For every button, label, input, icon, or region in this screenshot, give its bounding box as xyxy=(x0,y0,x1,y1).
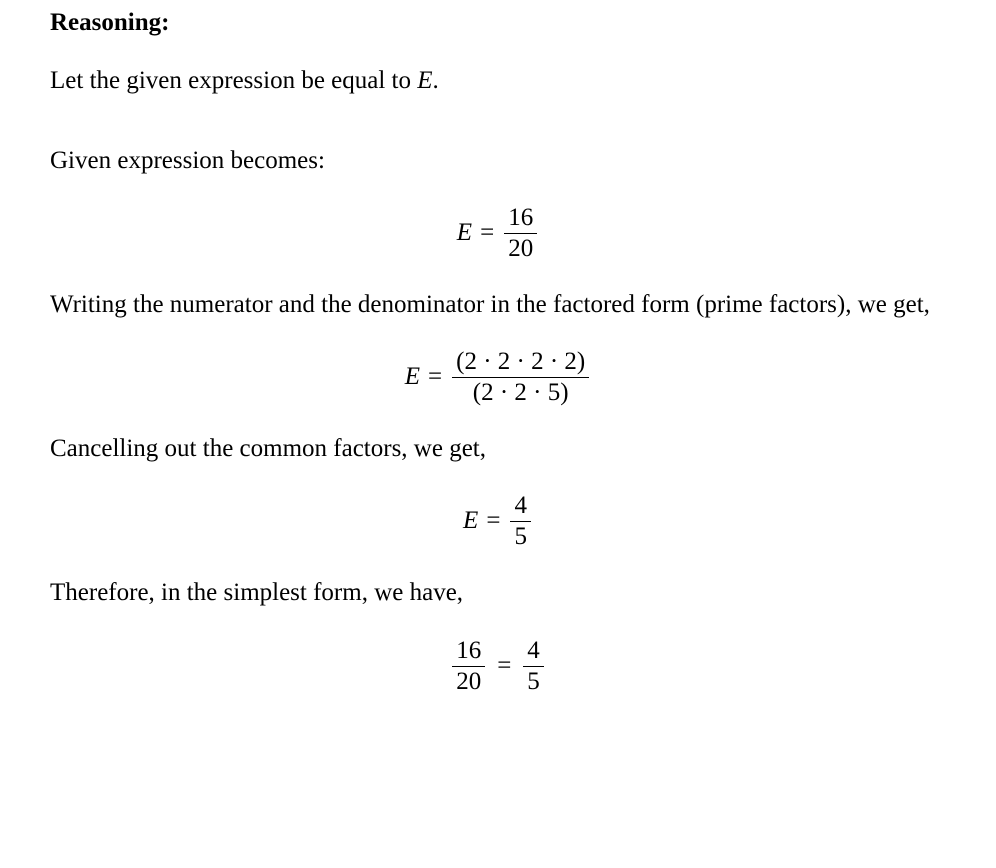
equation-1: E = 16 20 xyxy=(50,204,946,262)
eq1-equals: = xyxy=(476,218,498,248)
section-heading: Reasoning: xyxy=(50,8,946,38)
p1-variable: E xyxy=(417,67,432,94)
paragraph-4: Cancelling out the common factors, we ge… xyxy=(50,434,946,464)
paragraph-1: Let the given expression be equal to E. xyxy=(50,66,946,96)
eq3-denominator: 5 xyxy=(510,522,531,551)
eq2-lhs: E xyxy=(405,362,420,392)
equation-4: 16 20 = 4 5 xyxy=(50,636,946,695)
eq4-left-numerator: 16 xyxy=(452,637,485,667)
eq4-equals: = xyxy=(491,651,517,681)
eq1-denominator: 20 xyxy=(504,234,537,263)
equation-3: E = 4 5 xyxy=(50,492,946,550)
eq2-equals: = xyxy=(424,362,446,392)
eq4-right-denominator: 5 xyxy=(523,667,544,696)
p1-text-2: . xyxy=(433,67,439,94)
eq1-lhs: E xyxy=(457,218,472,248)
eq4-left-denominator: 20 xyxy=(452,667,485,696)
eq3-lhs: E xyxy=(463,506,478,536)
paragraph-5: Therefore, in the simplest form, we have… xyxy=(50,578,946,608)
eq2-numerator: (2 · 2 · 2 · 2) xyxy=(452,348,589,378)
eq3-equals: = xyxy=(482,506,504,536)
paragraph-2: Given expression becomes: xyxy=(50,146,946,176)
eq2-denominator: (2 · 2 · 5) xyxy=(452,378,589,407)
eq3-fraction: 4 5 xyxy=(510,492,531,550)
eq1-fraction: 16 20 xyxy=(504,204,537,262)
eq4-right-numerator: 4 xyxy=(523,637,544,667)
paragraph-3: Writing the numerator and the denominato… xyxy=(50,290,946,320)
equation-2: E = (2 · 2 · 2 · 2) (2 · 2 · 5) xyxy=(50,348,946,406)
eq2-fraction: (2 · 2 · 2 · 2) (2 · 2 · 5) xyxy=(452,348,589,406)
eq1-numerator: 16 xyxy=(504,204,537,234)
p1-text-1: Let the given expression be equal to xyxy=(50,67,417,94)
eq3-numerator: 4 xyxy=(510,492,531,522)
eq4-right-fraction: 4 5 xyxy=(523,637,544,695)
eq4-left-fraction: 16 20 xyxy=(452,637,485,695)
